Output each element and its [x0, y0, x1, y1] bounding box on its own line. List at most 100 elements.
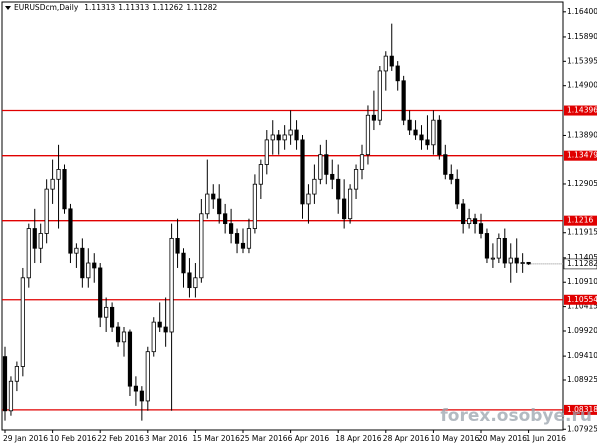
y-tick-label: 1.10910: [567, 277, 597, 286]
candle-body: [371, 114, 377, 121]
candle-body: [157, 321, 162, 328]
candle-body: [115, 326, 121, 343]
candle-body: [466, 218, 472, 225]
candle-body: [264, 139, 269, 165]
candle-body: [169, 237, 174, 333]
candle-body: [145, 351, 150, 402]
candle-body: [110, 306, 115, 328]
candle-body: [318, 154, 323, 180]
candle-body: [38, 233, 43, 249]
candle-body: [431, 119, 436, 146]
candle-body: [20, 277, 25, 367]
candle-body: [347, 188, 353, 220]
candle-body: [377, 70, 382, 121]
candle-body: [62, 169, 67, 210]
candle-body: [68, 208, 73, 254]
candle-body: [526, 261, 531, 265]
candle-body: [407, 119, 412, 131]
level-label: 1.08318: [567, 405, 597, 414]
candle-body: [330, 173, 335, 180]
x-tick-label: 10 May 2016: [430, 434, 479, 443]
level-label: 1.14396: [567, 106, 597, 115]
y-tick-label: 1.07925: [567, 424, 597, 433]
candle-body: [163, 326, 168, 333]
level-label-box: [564, 105, 597, 116]
candle-body: [437, 119, 442, 156]
candle-body: [187, 272, 192, 289]
x-tick-label: 6 Apr 2016: [288, 434, 330, 443]
chart-title: EURUSDcm,Daily 1.11313 1.11313 1.11262 1.112…: [14, 3, 218, 12]
menu-arrow: [5, 6, 11, 10]
candle-body: [419, 134, 424, 141]
candle-body: [44, 188, 49, 234]
y-tick-label: 1.09920: [567, 326, 597, 335]
x-tick-label: 28 Apr 2016: [383, 434, 430, 443]
candle-body: [455, 178, 460, 205]
candle-body: [92, 262, 97, 269]
candle-body: [306, 193, 311, 205]
candle-body: [270, 134, 275, 141]
y-tick-label: 1.15395: [567, 56, 597, 65]
y-tick-label: 1.13890: [567, 130, 597, 139]
candle-body: [205, 193, 210, 215]
x-tick-label: 15 Mar 2016: [192, 434, 240, 443]
level-label-box: [564, 294, 597, 305]
candle-body: [401, 80, 406, 121]
candle-body: [133, 385, 138, 392]
price-label: 1.11282: [567, 259, 597, 268]
level-label: 1.13479: [567, 151, 597, 160]
candle-body: [389, 55, 394, 67]
candle-body: [312, 178, 317, 195]
candle-body: [336, 178, 341, 200]
x-tick-label: 25 Mar 2016: [240, 434, 288, 443]
level-label: 1.10554: [567, 295, 597, 304]
candle-body: [258, 164, 263, 185]
candle-body: [80, 247, 85, 279]
candle-body: [294, 129, 299, 141]
candle-body: [121, 331, 127, 343]
candle-body: [228, 223, 234, 234]
y-tick-label: 1.16400: [567, 7, 597, 16]
candle-body: [461, 203, 466, 225]
x-tick-label: 20 May 2016: [478, 434, 527, 443]
x-tick-label: 1 Jun 2016: [526, 434, 567, 443]
candle-body: [359, 154, 365, 170]
ohlc-high: 1.11313: [118, 3, 149, 12]
candle-body: [56, 169, 61, 180]
level-label-box: [564, 150, 597, 161]
x-tick-label: 10 Feb 2016: [50, 434, 97, 443]
candle-body: [514, 257, 519, 264]
candle-body: [502, 237, 507, 264]
candle-body: [234, 233, 240, 244]
candle-body: [282, 134, 287, 141]
candle-body: [365, 114, 371, 156]
candle-body: [26, 228, 31, 279]
x-tick-label: 18 Apr 2016: [335, 434, 382, 443]
x-tick-label: 3 Mar 2016: [145, 434, 188, 443]
candle-body: [413, 129, 418, 136]
candle-body: [520, 262, 525, 264]
candle-body: [223, 213, 228, 225]
candle-body: [104, 306, 109, 318]
price-label-box: [563, 258, 597, 270]
candle-body: [32, 228, 37, 249]
y-tick-label: 1.08925: [567, 375, 597, 384]
candle-body: [252, 183, 257, 229]
symbol: EURUSDcm,Daily: [14, 3, 79, 12]
candle-body: [139, 390, 144, 402]
candle-body: [395, 65, 400, 82]
candle-body: [383, 55, 388, 72]
candle-body: [478, 223, 484, 234]
candle-body: [425, 139, 430, 146]
candle-body: [175, 237, 180, 254]
candle-body: [151, 321, 156, 353]
candle-body: [484, 233, 490, 259]
y-tick-label: 1.11405: [567, 253, 597, 262]
candle-body: [246, 228, 252, 249]
candle-body: [240, 242, 246, 249]
plot-frame: [1, 1, 564, 431]
candle-body: [8, 380, 14, 412]
candle-body: [353, 169, 359, 190]
candle-body: [193, 277, 198, 289]
